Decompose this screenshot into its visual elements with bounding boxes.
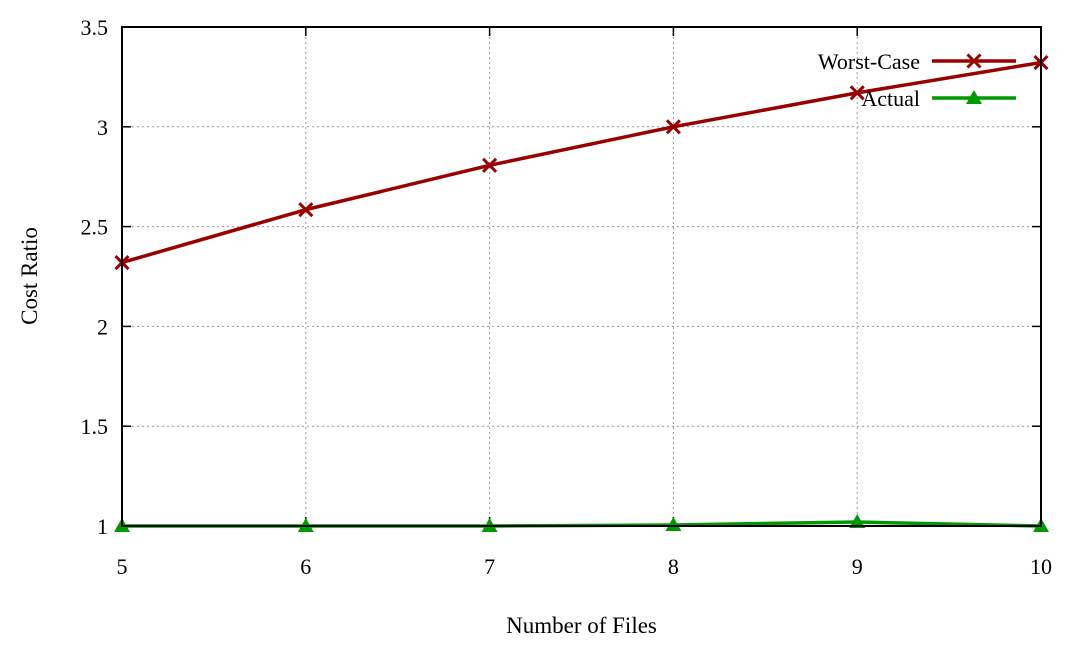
y-tick-label: 3 bbox=[97, 115, 108, 140]
legend-label-worst-case: Worst-Case bbox=[818, 49, 920, 74]
plot-frame bbox=[121, 26, 1042, 527]
worst-case-data-point bbox=[298, 202, 314, 218]
legend-label-actual: Actual bbox=[861, 86, 920, 111]
x-tick-label: 7 bbox=[484, 554, 495, 579]
x-tick-label: 9 bbox=[852, 554, 863, 579]
y-tick-label: 3.5 bbox=[81, 15, 109, 40]
legend-marker-actual bbox=[966, 90, 982, 104]
worst-case-data-point bbox=[482, 157, 498, 173]
series-lines bbox=[114, 54, 1049, 532]
x-marker-stroke bbox=[482, 157, 498, 173]
x-tick-label: 6 bbox=[300, 554, 311, 579]
actual-data-point bbox=[849, 514, 866, 529]
y-tick-label: 1 bbox=[97, 514, 108, 539]
worst-case-data-point bbox=[849, 85, 865, 101]
x-marker-stroke bbox=[966, 53, 982, 69]
y-tick-label: 2 bbox=[97, 314, 108, 339]
x-tick-label: 8 bbox=[668, 554, 679, 579]
x-axis-label: Number of Files bbox=[506, 613, 657, 638]
y-axis-label: Cost Ratio bbox=[17, 227, 42, 325]
y-tick-label: 1.5 bbox=[81, 414, 109, 439]
actual-data-point bbox=[665, 517, 682, 532]
x-tick-label: 10 bbox=[1030, 554, 1052, 579]
x-marker-stroke bbox=[849, 85, 865, 101]
x-marker-stroke bbox=[298, 202, 314, 218]
legend-marker-worst-case bbox=[966, 53, 982, 69]
grid-lines bbox=[122, 27, 1041, 526]
legend: Worst-Case Actual bbox=[818, 49, 1016, 111]
x-tick-label: 5 bbox=[117, 554, 128, 579]
worst-case-data-point bbox=[665, 119, 681, 135]
tick-labels: 5 6 7 8 9 10 1 1.5 2 2.5 3 3.5 bbox=[81, 15, 1053, 579]
x-marker-stroke bbox=[665, 119, 681, 135]
y-tick-label: 2.5 bbox=[81, 215, 109, 240]
worst-case-series-line bbox=[121, 60, 1042, 265]
